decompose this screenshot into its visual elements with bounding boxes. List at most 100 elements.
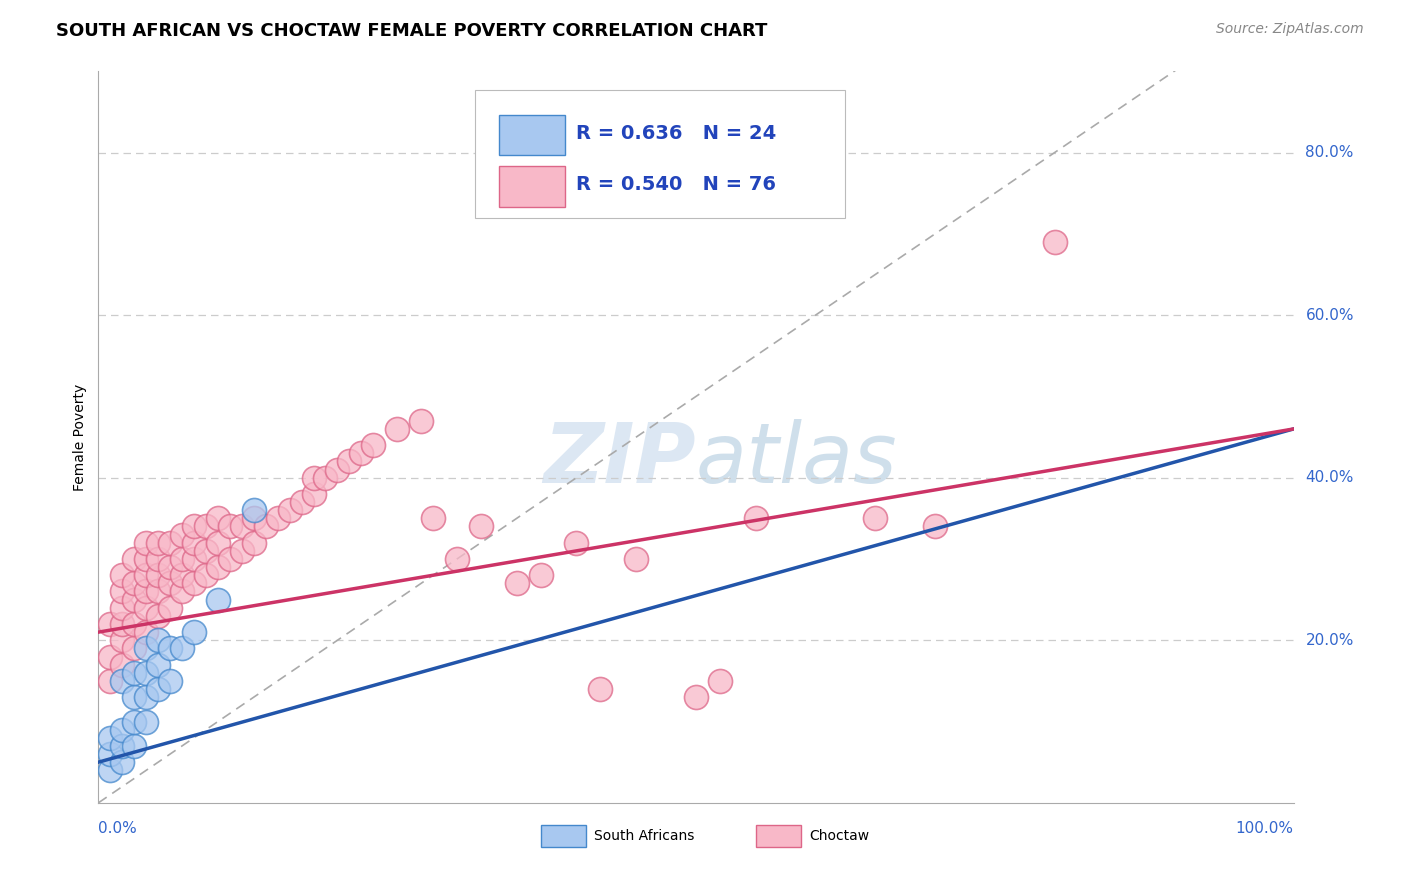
Text: R = 0.540   N = 76: R = 0.540 N = 76 (576, 175, 776, 194)
Point (207, 535, 229, 549)
Text: 100.0%: 100.0% (1236, 821, 1294, 836)
Point (111, 617, 134, 632)
Point (111, 723, 134, 737)
Point (267, 511, 290, 525)
Point (135, 535, 157, 549)
Point (111, 600, 134, 615)
Point (589, 681, 612, 696)
Point (124, 552, 146, 566)
Point (231, 519, 253, 533)
FancyBboxPatch shape (541, 825, 586, 847)
Point (172, 527, 194, 541)
Point (291, 495, 314, 509)
Point (363, 438, 385, 452)
Point (709, 673, 731, 688)
Text: South Africans: South Africans (595, 829, 695, 843)
Point (278, 503, 301, 517)
Point (159, 560, 181, 574)
Point (135, 690, 157, 705)
FancyBboxPatch shape (499, 167, 565, 207)
Point (231, 544, 253, 558)
Point (207, 560, 229, 574)
Point (183, 625, 205, 640)
Point (135, 641, 157, 656)
Y-axis label: Female Poverty: Female Poverty (73, 384, 87, 491)
Point (98, 617, 122, 632)
Point (124, 665, 146, 680)
Point (148, 633, 170, 648)
Point (124, 617, 146, 632)
Point (195, 544, 218, 558)
Point (243, 511, 266, 525)
Point (530, 568, 553, 582)
Point (172, 584, 194, 599)
Point (195, 519, 218, 533)
Point (148, 568, 170, 582)
Point (243, 535, 266, 549)
Point (135, 665, 157, 680)
Point (745, 511, 768, 525)
Point (446, 552, 468, 566)
Point (183, 519, 205, 533)
Point (124, 690, 146, 705)
Point (135, 584, 157, 599)
Point (98, 747, 122, 761)
Point (135, 600, 157, 615)
Point (183, 576, 205, 591)
Point (302, 487, 325, 501)
Text: Source: ZipAtlas.com: Source: ZipAtlas.com (1216, 22, 1364, 37)
Point (135, 552, 157, 566)
Point (124, 714, 146, 729)
Point (172, 641, 194, 656)
Point (124, 739, 146, 753)
Point (111, 657, 134, 672)
Point (172, 568, 194, 582)
Point (148, 657, 170, 672)
Point (254, 519, 277, 533)
Point (135, 568, 157, 582)
Point (411, 414, 433, 428)
Point (159, 535, 181, 549)
Text: ZIP: ZIP (543, 418, 696, 500)
Point (685, 690, 707, 705)
Point (111, 739, 134, 753)
Point (219, 552, 242, 566)
Point (148, 584, 170, 599)
Point (98, 731, 122, 745)
Point (924, 519, 946, 533)
Point (183, 552, 205, 566)
Text: 40.0%: 40.0% (1306, 470, 1354, 485)
Point (111, 584, 134, 599)
Point (111, 633, 134, 648)
Text: R = 0.636   N = 24: R = 0.636 N = 24 (576, 124, 776, 143)
Point (183, 535, 205, 549)
Point (315, 471, 337, 485)
Point (865, 511, 887, 525)
Text: atlas: atlas (696, 418, 897, 500)
Text: Choctaw: Choctaw (810, 829, 870, 843)
Point (350, 446, 373, 460)
Point (385, 422, 409, 436)
FancyBboxPatch shape (499, 115, 565, 155)
Point (148, 681, 170, 696)
Point (111, 755, 134, 769)
Point (148, 552, 170, 566)
Point (470, 519, 492, 533)
Point (326, 462, 349, 476)
Point (111, 673, 134, 688)
Point (626, 552, 648, 566)
Point (302, 471, 325, 485)
Point (159, 600, 181, 615)
Point (195, 568, 218, 582)
Point (148, 535, 170, 549)
Text: 20.0%: 20.0% (1306, 632, 1354, 648)
Point (124, 641, 146, 656)
Point (159, 576, 181, 591)
Point (98, 764, 122, 778)
Point (135, 714, 157, 729)
Point (135, 625, 157, 640)
Point (111, 568, 134, 582)
Point (339, 454, 361, 468)
Point (219, 519, 242, 533)
Point (148, 608, 170, 623)
